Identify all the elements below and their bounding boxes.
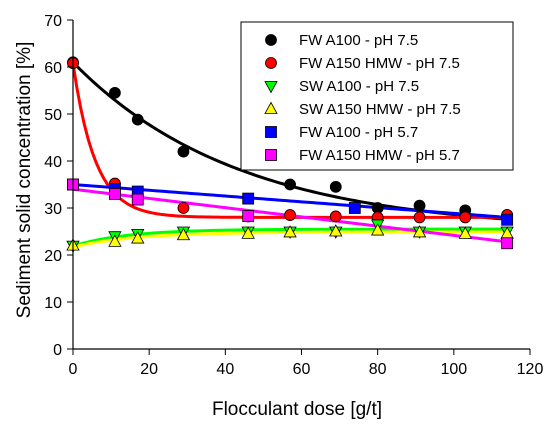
legend-marker-6: [265, 149, 277, 161]
data-point-s5-5: [348, 202, 361, 214]
data-point-s2-6: [284, 209, 296, 221]
data-point-s1-5: [284, 178, 296, 191]
y-tick-label: 70: [44, 13, 62, 30]
data-point-s4-6: [283, 225, 297, 238]
legend-marker-3: [264, 81, 278, 94]
data-point-s2-7: [329, 210, 342, 223]
data-point-s4-7: [329, 224, 343, 237]
x-tick-label: 120: [517, 361, 544, 378]
y-axis-title: Sediment solid concentration [%]: [14, 42, 35, 319]
y-tick-label: 60: [44, 60, 62, 77]
data-point-s2-10: [459, 211, 472, 224]
data-point-s1-8: [413, 199, 426, 212]
y-tick-label: 50: [44, 107, 62, 124]
data-point-s4-2: [108, 234, 122, 247]
data-point-s6-2: [108, 187, 121, 200]
x-axis-title: Flocculant dose [g/t]: [212, 399, 382, 420]
legend-label-2: FW A150 HMW - pH 7.5: [299, 55, 460, 72]
axes: 0 20 40 60 80 100 120 0 10 20 30 40 50 60 70: [44, 13, 543, 378]
y-tick-label: 0: [53, 342, 62, 359]
data-point-s1-2: [108, 86, 121, 99]
data-point-s5-4: [242, 192, 255, 205]
x-tick-label: 40: [216, 361, 234, 378]
data-point-s1-3: [131, 113, 144, 126]
legend-box: [240, 21, 514, 171]
x-tick-label: 0: [69, 361, 78, 378]
legend-marker-5: [265, 126, 277, 138]
legend-label-5: FW A100 - pH 5.7: [299, 124, 418, 141]
legend-marker-1: [265, 34, 277, 46]
data-point-s4-10: [458, 226, 472, 239]
legend-marker-4: [264, 101, 278, 114]
y-tick-label: 30: [44, 201, 62, 218]
data-point-s2-4: [177, 202, 190, 214]
legend-label-4: SW A150 HMW - pH 7.5: [299, 101, 461, 118]
y-tick-label: 40: [44, 154, 62, 171]
legend-label-6: FW A150 HMW - pH 5.7: [299, 147, 460, 164]
data-point-s6-5: [501, 237, 514, 250]
data-point-s1-6: [329, 180, 342, 193]
data-point-s5-6: [501, 213, 514, 226]
data-point-s2-9: [413, 211, 426, 224]
y-tick-label: 20: [44, 248, 62, 265]
data-point-s4-8: [370, 223, 385, 236]
fit-curve-5: [72, 183, 508, 219]
legend-label-3: SW A100 - pH 7.5: [299, 78, 419, 95]
data-point-s4-4: [176, 227, 191, 241]
legend-label-1: FW A100 - pH 7.5: [299, 32, 418, 49]
legend: FW A100 - pH 7.5 FW A150 HMW - pH 7.5 SW A…: [240, 21, 514, 171]
data-point-s4-5: [241, 226, 255, 239]
x-tick-label: 80: [369, 361, 387, 378]
data-point-s6-4: [242, 210, 255, 222]
data-point-s1-4: [177, 145, 190, 158]
data-point-s4-3: [131, 231, 145, 244]
x-tick-label: 100: [440, 361, 467, 378]
data-point-s6-3: [131, 193, 144, 206]
data-point-s4-9: [412, 225, 427, 238]
x-tick-label: 20: [140, 361, 158, 378]
legend-marker-2: [265, 57, 277, 69]
y-tick-label: 10: [44, 295, 62, 312]
x-tick-label: 60: [293, 361, 311, 378]
